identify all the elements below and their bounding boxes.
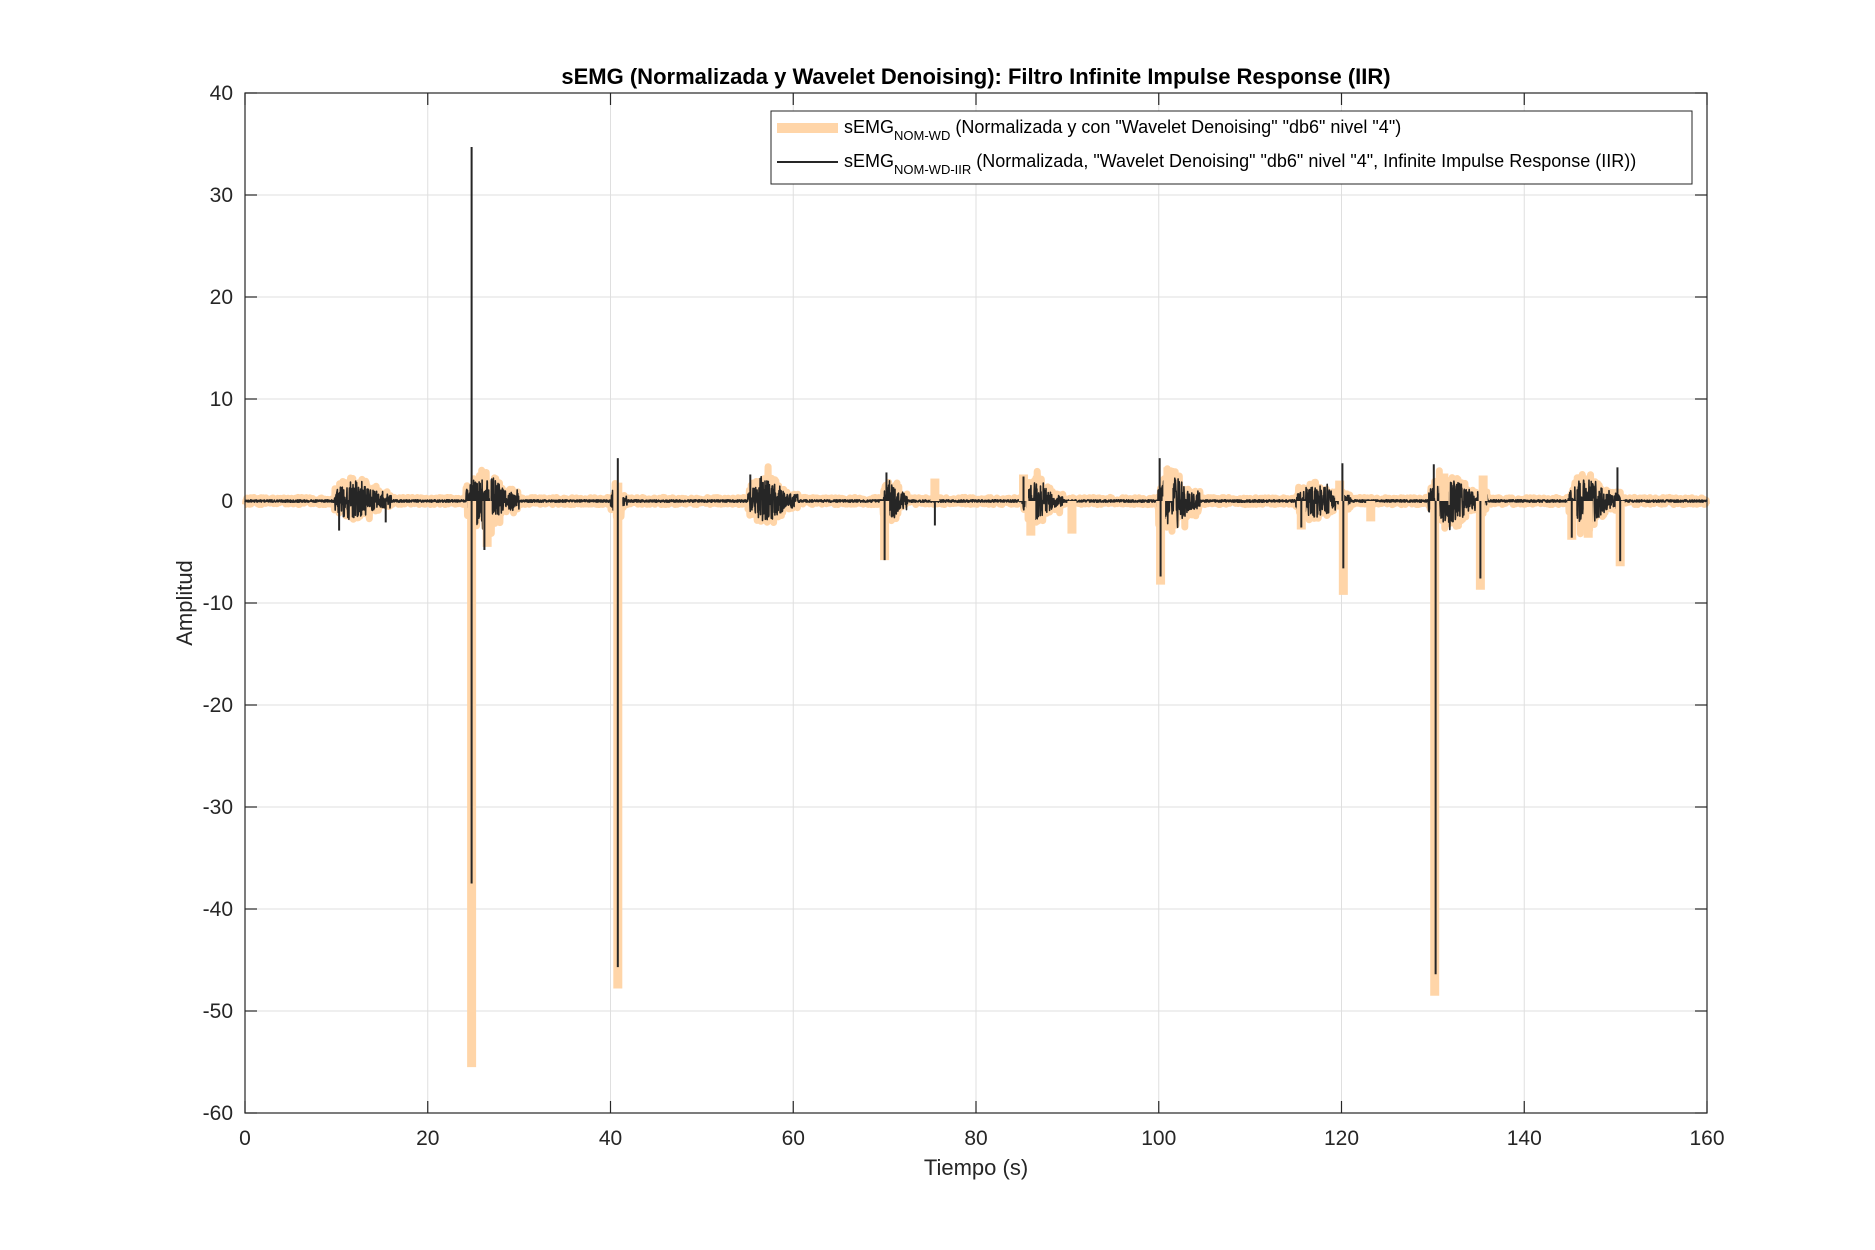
x-tick-label: 80 [964,1127,987,1150]
y-tick-label: 30 [210,184,233,207]
chart-title: sEMG (Normalizada y Wavelet Denoising): … [561,64,1390,89]
y-tick-label: 40 [210,82,233,105]
y-tick-label: 20 [210,286,233,309]
x-tick-label: 160 [1689,1127,1724,1150]
x-tick-label: 20 [416,1127,439,1150]
y-tick-label: -40 [203,898,233,921]
ticks: 0 20 40 60 80 100 120 140 160403020100-10-20-30-… [203,82,1725,1150]
x-tick-label: 120 [1324,1127,1359,1150]
y-tick-label: 0 [221,490,233,513]
x-tick-label: 40 [599,1127,622,1150]
y-tick-label: 10 [210,388,233,411]
legend-name-nom-wd: sEMG [844,117,894,137]
y-tick-label: -30 [203,796,233,819]
x-tick-label: 140 [1507,1127,1542,1150]
legend-desc-nom-wd: (Normalizada y con "Wavelet Denoising" "… [950,117,1401,137]
legend-desc-nom-wd-iir: (Normalizada, "Wavelet Denoising" "db6" … [971,151,1636,171]
x-tick-label: 100 [1141,1127,1176,1150]
legend-entry-nom-wd-iir: sEMGNOM-WD-IIR (Normalizada, "Wavelet De… [844,151,1636,177]
legend: sEMGNOM-WD (Normalizada y con "Wavelet D… [770,110,1693,185]
y-tick-label: -60 [203,1102,233,1125]
series-line-nom-wd-iir [244,475,1708,535]
y-tick-label: -50 [203,1000,233,1023]
legend-box [770,110,1693,185]
legend-entry-nom-wd: sEMGNOM-WD (Normalizada y con "Wavelet D… [844,117,1401,143]
y-axis-label: Amplitud [172,560,197,646]
y-tick-label: -10 [203,592,233,615]
x-tick-label: 0 [239,1127,251,1150]
legend-name-nom-wd-iir: sEMG [844,151,894,171]
x-tick-label: 60 [782,1127,805,1150]
y-tick-label: -20 [203,694,233,717]
legend-subscript-nom-wd: NOM-WD [894,128,950,143]
x-axis-label: Tiempo (s) [924,1155,1028,1180]
legend-subscript-nom-wd-iir: NOM-WD-IIR [894,162,971,177]
spike-layer [338,147,1625,1068]
